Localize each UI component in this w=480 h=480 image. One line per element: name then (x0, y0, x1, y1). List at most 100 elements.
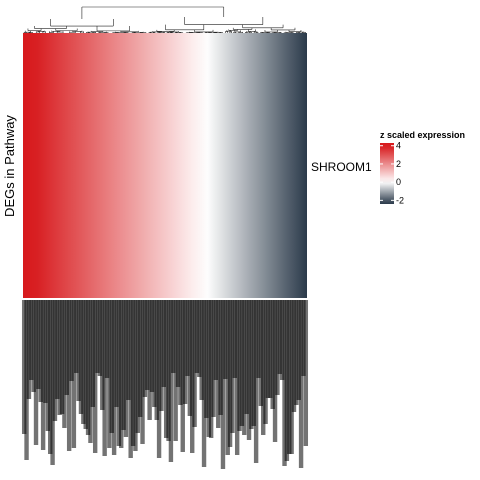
column-label (220, 300, 226, 469)
column-label (168, 300, 174, 462)
column-label (270, 300, 275, 409)
y-axis-label: DEGs in Pathway (2, 115, 17, 217)
column-label (121, 300, 126, 430)
column-label (90, 300, 96, 407)
column-label (109, 300, 114, 433)
column-label (175, 300, 181, 387)
column-label (303, 300, 309, 446)
column-label (95, 300, 100, 373)
column-label (154, 300, 159, 420)
column-label (230, 300, 235, 433)
column-label (161, 300, 167, 387)
column-label (62, 300, 67, 428)
column-label (135, 300, 140, 433)
column-label (187, 300, 193, 416)
column-label (178, 300, 183, 405)
column-label (33, 300, 39, 445)
column-label (216, 300, 221, 428)
column-label (149, 300, 155, 392)
column-label (249, 300, 254, 429)
column-label (227, 300, 233, 447)
column-label (190, 300, 195, 453)
legend-tick-label: 2 (396, 159, 401, 169)
column-label (223, 300, 228, 379)
column-label (81, 300, 86, 424)
column-label (97, 300, 103, 376)
column-label (201, 300, 207, 467)
column-label (111, 300, 117, 455)
legend-tick-label: 0 (396, 177, 401, 187)
column-label (244, 300, 249, 414)
column-label (253, 300, 259, 463)
column-label (147, 300, 152, 420)
column-label (206, 300, 211, 437)
column-label (296, 300, 301, 400)
column-label (268, 300, 273, 398)
column-label (208, 300, 214, 438)
column-label (24, 300, 29, 460)
legend-tick-label: 4 (396, 141, 401, 151)
column-label (287, 300, 292, 454)
column-label (192, 300, 197, 427)
column-label (265, 300, 271, 398)
column-dendrogram (23, 6, 306, 34)
column-label (43, 300, 48, 403)
column-label (294, 300, 299, 405)
column-label (66, 300, 72, 451)
column-label (197, 300, 202, 377)
column-label (55, 300, 60, 399)
column-label (128, 300, 133, 458)
column-label (277, 300, 282, 374)
column-label (31, 300, 36, 392)
column-label (284, 300, 290, 461)
column-label (291, 300, 297, 412)
column-label (36, 300, 41, 389)
column-label (100, 300, 105, 410)
column-label (239, 300, 245, 426)
column-label (166, 300, 171, 441)
column-label (237, 300, 242, 431)
column-label (38, 300, 43, 402)
column-label (180, 300, 185, 452)
column-label (45, 300, 51, 431)
column-label (218, 300, 223, 415)
column-label (225, 300, 230, 455)
column-label (52, 300, 58, 421)
column-label (126, 300, 131, 400)
column-label (199, 300, 204, 400)
column-label (119, 300, 124, 448)
column-label (173, 300, 178, 441)
column-label (40, 300, 46, 450)
column-labels (21, 300, 309, 469)
column-label (258, 300, 264, 406)
column-label (92, 300, 98, 453)
column-label (140, 300, 145, 444)
column-label (204, 300, 209, 418)
column-label (152, 300, 157, 407)
column-label (213, 300, 219, 380)
legend-colorbar (380, 143, 394, 204)
column-label (57, 300, 62, 415)
column-label (156, 300, 162, 458)
row-label-shroom1: SHROOM1 (311, 160, 372, 174)
column-label (171, 300, 176, 373)
column-label (242, 300, 247, 435)
column-label (272, 300, 278, 442)
column-label (114, 300, 119, 407)
column-label (104, 300, 110, 378)
column-label (137, 300, 143, 417)
column-label (133, 300, 138, 451)
column-label (102, 300, 107, 456)
column-label (76, 300, 81, 401)
column-label (29, 300, 34, 380)
column-label (182, 300, 188, 404)
column-label (282, 300, 287, 466)
column-label (263, 300, 268, 424)
column-label (123, 300, 129, 437)
column-label (145, 300, 150, 390)
legend: z scaled expression 4 2 0 -2 (380, 130, 465, 205)
column-label (298, 300, 304, 468)
column-label (130, 300, 136, 446)
column-label (116, 300, 122, 446)
column-label (21, 300, 27, 434)
